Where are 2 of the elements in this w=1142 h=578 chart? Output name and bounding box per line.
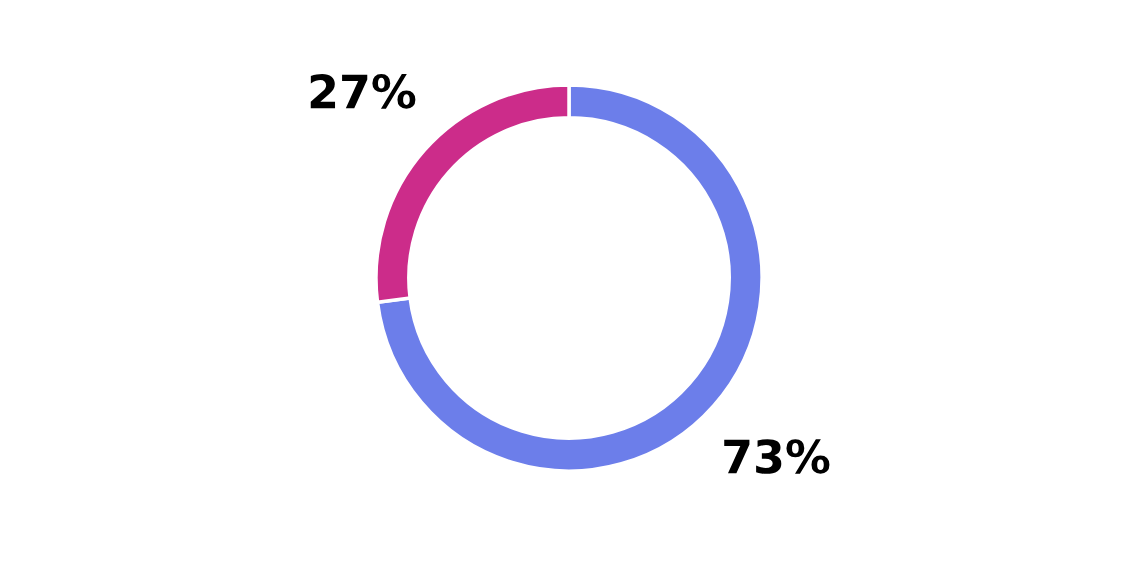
- data-label: 73%: [724, 439, 830, 474]
- data-label: 27%: [310, 74, 416, 109]
